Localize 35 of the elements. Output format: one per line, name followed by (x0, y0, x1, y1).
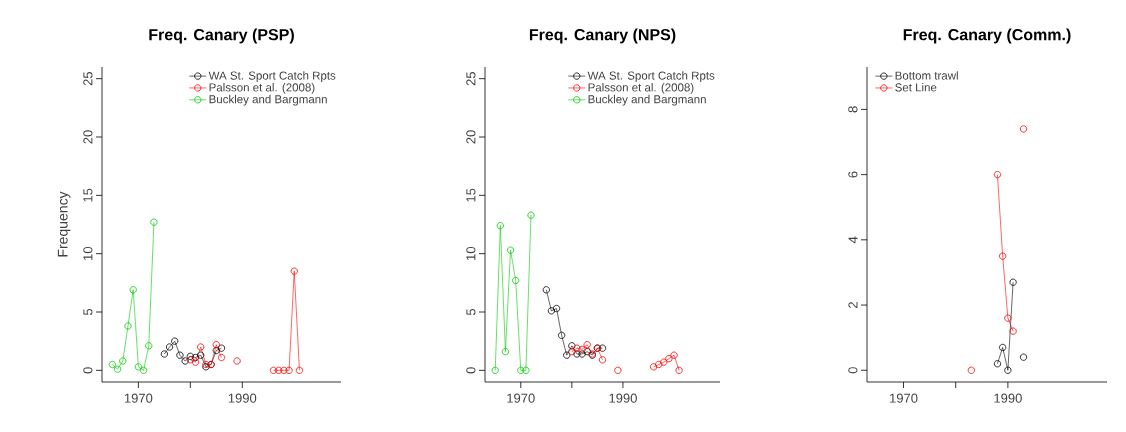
y-tick-label: 0 (466, 367, 476, 374)
legend-label: Palsson et al. (2008) (588, 83, 694, 94)
y-tick-label: 25 (83, 71, 93, 86)
x-tick-label: 1990 (228, 393, 257, 403)
y-tick-label: 0 (83, 367, 93, 374)
y-tick-label: 5 (83, 308, 93, 316)
y-tick-label: 8 (848, 106, 858, 113)
legend-label: WA St. Sport Catch Rpts (208, 71, 336, 82)
y-axis-title: Frequency (57, 191, 71, 257)
x-tick-label: 1990 (609, 393, 637, 403)
chart-title: Freq. Canary (NPS) (529, 28, 676, 44)
legend-label: Buckley and Bargmann (209, 94, 327, 106)
y-tick-label: 0 (848, 367, 858, 374)
x-tick-label: 1970 (507, 393, 535, 403)
chart-title: Freq. Canary (Comm.) (903, 28, 1071, 44)
y-tick-label: 10 (466, 246, 476, 260)
legend-label: Set Line (895, 83, 937, 92)
y-tick-label: 15 (466, 188, 476, 202)
legend-label: Bottom trawl (895, 71, 958, 80)
y-tick-label: 15 (83, 188, 93, 202)
y-tick-label: 5 (466, 308, 476, 316)
y-tick-label: 2 (848, 302, 858, 308)
x-tick-label: 1970 (890, 393, 918, 403)
y-tick-label: 20 (83, 130, 93, 144)
y-tick-label: 4 (848, 236, 858, 244)
y-tick-label: 20 (466, 130, 476, 144)
y-tick-label: 6 (848, 171, 858, 178)
chart-title: Freq. Canary (PSP) (149, 28, 294, 44)
legend-label: WA St. Sport Catch Rpts (587, 71, 715, 82)
legend-label: Buckley and Bargmann (588, 94, 706, 106)
x-tick-label: 1990 (994, 393, 1022, 403)
x-tick-label: 1970 (124, 393, 153, 403)
legend-label: Palsson et al. (2008) (209, 83, 315, 94)
y-tick-label: 25 (466, 71, 476, 86)
y-tick-label: 10 (83, 246, 93, 260)
